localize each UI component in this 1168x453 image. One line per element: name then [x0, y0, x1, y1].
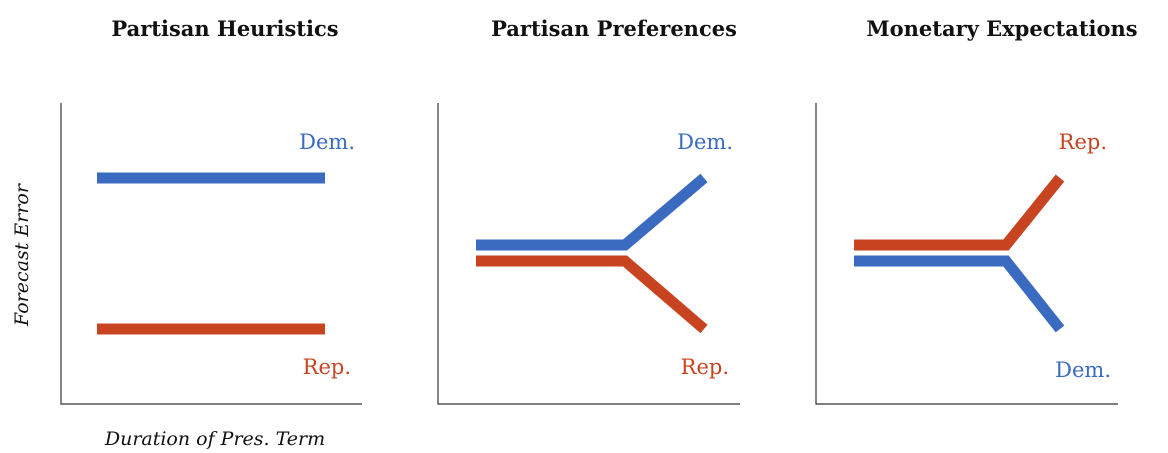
- rep-label: Rep.: [303, 355, 351, 379]
- x-axis-label: Duration of Pres. Term: [104, 428, 325, 450]
- rep-line: [854, 174, 1065, 251]
- dem-label: Dem.: [299, 130, 355, 154]
- dem-line: [854, 255, 1065, 333]
- panel-partisan-heuristics: Partisan Heuristics Dem. Rep.: [60, 16, 362, 405]
- panel-monetary-expectations: Monetary Expectations Rep. Dem.: [815, 16, 1138, 405]
- axes: [60, 103, 362, 405]
- panel-title: Monetary Expectations: [866, 16, 1137, 41]
- panel-title: Partisan Preferences: [491, 16, 737, 41]
- rep-line: [476, 255, 708, 334]
- dem-label: Dem.: [1055, 358, 1111, 382]
- axes: [437, 103, 740, 405]
- dem-label: Dem.: [677, 130, 733, 154]
- axes: [815, 103, 1118, 405]
- panel-title: Partisan Heuristics: [111, 16, 338, 41]
- panel-partisan-preferences: Partisan Preferences Dem. Rep.: [437, 16, 740, 405]
- dem-line: [476, 173, 708, 251]
- rep-label: Rep.: [681, 355, 729, 379]
- rep-label: Rep.: [1059, 130, 1107, 154]
- y-axis-label: Forecast Error: [11, 182, 33, 327]
